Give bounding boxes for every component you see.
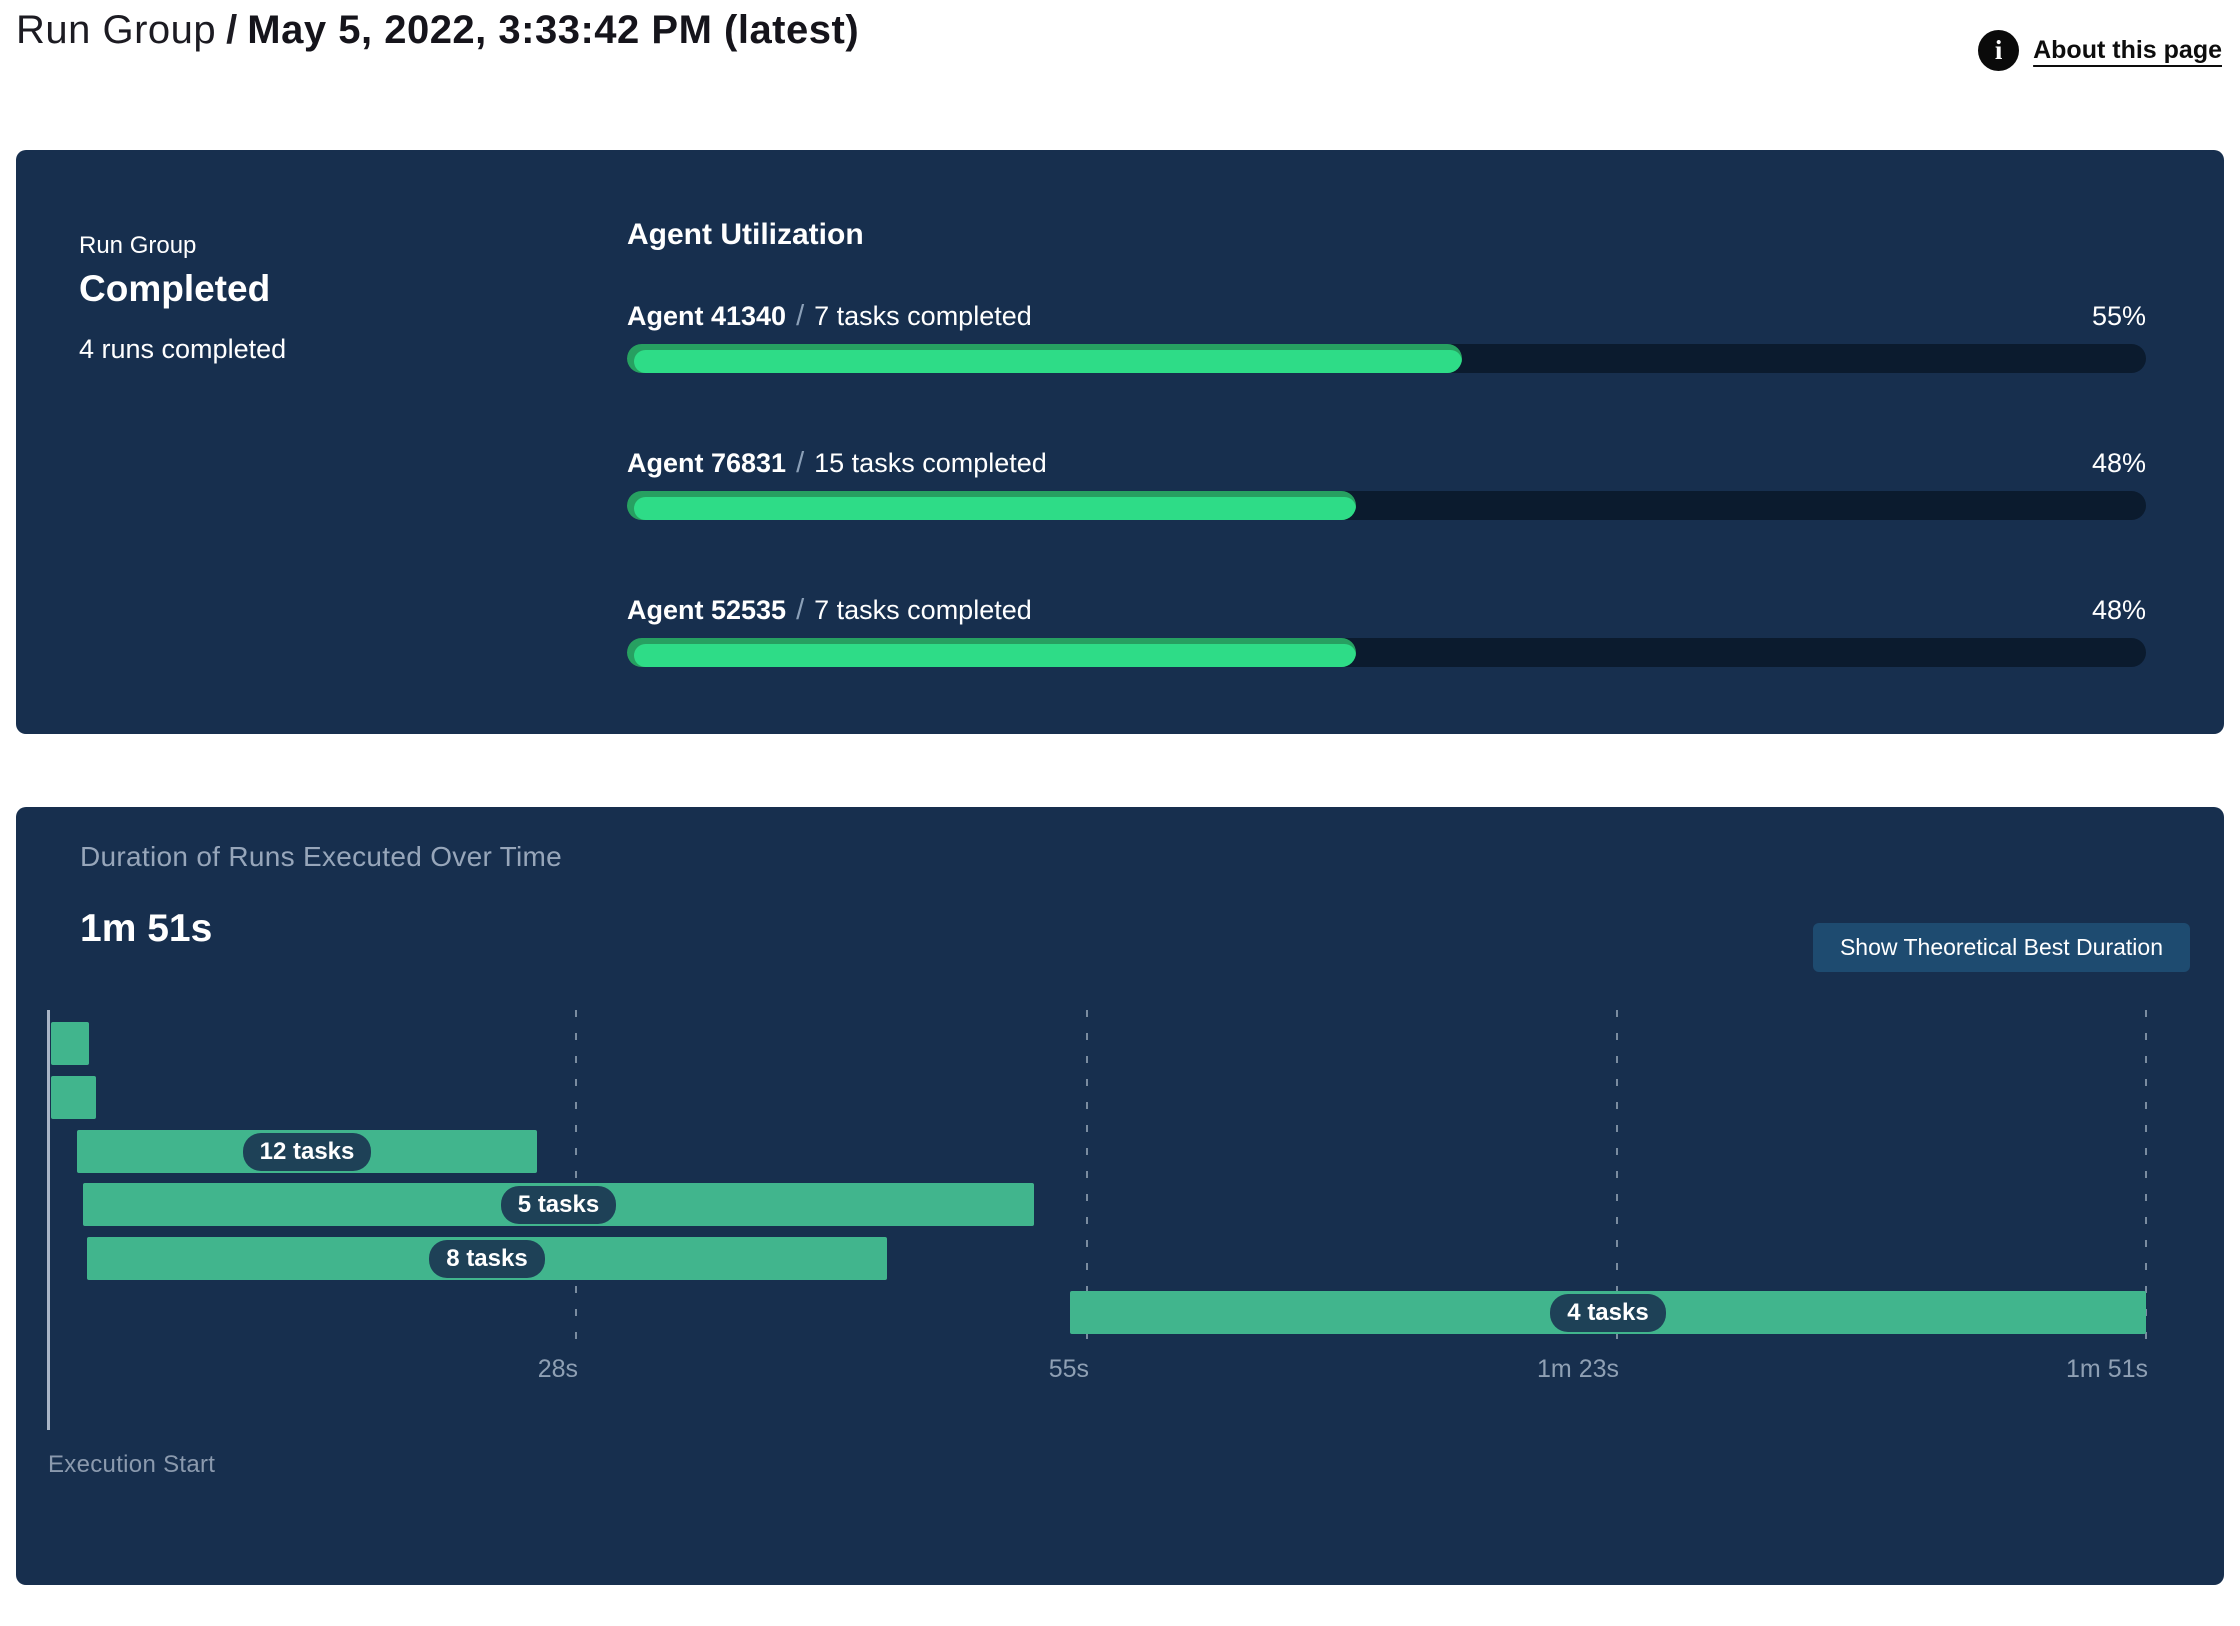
execution-start-label: Execution Start — [48, 1451, 216, 1478]
run-group-summary-panel: Run Group Completed 4 runs completed Age… — [16, 150, 2224, 734]
agent-separator: / — [796, 300, 805, 332]
runs-completed-count: 4 runs completed — [79, 334, 287, 364]
agent-utilization-row: Agent 41340 / 7 tasks completed 55% — [627, 300, 2146, 373]
duration-chart-title: Duration of Runs Executed Over Time — [80, 841, 563, 872]
agent-separator: / — [796, 447, 805, 479]
run-group-status: Completed — [79, 268, 271, 309]
utilization-bar-fill — [627, 491, 1357, 520]
run-duration-bar[interactable]: 12 tasks — [77, 1130, 537, 1173]
run-group-label: Run Group — [79, 232, 197, 259]
utilization-bar-track — [627, 491, 2146, 520]
run-duration-bar[interactable]: 5 tasks — [83, 1183, 1034, 1226]
execution-start-axis-line — [47, 1010, 50, 1430]
agent-tasks-completed: 7 tasks completed — [814, 301, 1032, 331]
agent-name: Agent 76831 — [627, 448, 787, 478]
utilization-bar-fill — [627, 344, 1463, 373]
agent-tasks-completed: 7 tasks completed — [814, 595, 1032, 625]
task-count-badge: 8 tasks — [429, 1239, 545, 1278]
about-link-label: About this page — [2033, 36, 2222, 64]
grid-line — [1616, 1010, 1618, 1354]
agent-name: Agent 41340 — [627, 301, 787, 331]
utilization-bar-track — [627, 344, 2146, 373]
task-count-badge: 4 tasks — [1550, 1293, 1666, 1332]
gantt-chart: Execution Start 28s 55s 1m 23s 1m 51s 12 tas… — [16, 807, 2224, 1585]
about-this-page-link[interactable]: i About this page — [1978, 30, 2222, 71]
breadcrumb-separator: / — [226, 8, 238, 52]
info-icon: i — [1978, 30, 2020, 71]
breadcrumb: Run Group / May 5, 2022, 3:33:42 PM (lates… — [16, 8, 859, 53]
agent-name: Agent 52535 — [627, 595, 787, 625]
agent-utilization-percent: 48% — [2091, 595, 2146, 625]
agent-utilization-heading: Agent Utilization — [627, 218, 864, 251]
total-duration-value: 1m 51s — [80, 907, 213, 950]
axis-tick-label: 55s — [1048, 1355, 1089, 1383]
page-title: May 5, 2022, 3:33:42 PM (latest) — [247, 8, 860, 52]
show-theoretical-best-duration-button[interactable]: Show Theoretical Best Duration — [1812, 923, 2190, 972]
duration-of-runs-panel: Duration of Runs Executed Over Time 1m 5… — [16, 807, 2224, 1585]
agent-utilization-percent: 55% — [2091, 301, 2146, 331]
run-duration-bar[interactable]: 8 tasks — [87, 1237, 887, 1280]
agent-tasks-completed: 15 tasks completed — [814, 448, 1047, 478]
agent-utilization-row: Agent 76831 / 15 tasks completed 48% — [627, 447, 2146, 520]
task-count-badge: 5 tasks — [500, 1185, 617, 1224]
page-header: Run Group / May 5, 2022, 3:33:42 PM (lates… — [16, 8, 2222, 98]
agent-utilization-row: Agent 52535 / 7 tasks completed 48% — [627, 594, 2146, 667]
axis-tick-label: 28s — [537, 1355, 578, 1383]
grid-line — [1086, 1010, 1088, 1354]
agent-separator: / — [796, 594, 805, 626]
agent-utilization-percent: 48% — [2091, 448, 2146, 478]
axis-tick-label: 1m 23s — [1537, 1355, 1619, 1383]
grid-line — [575, 1010, 577, 1354]
run-duration-bar[interactable] — [51, 1076, 96, 1119]
run-duration-bar[interactable]: 4 tasks — [1070, 1291, 2146, 1334]
utilization-bar-fill — [627, 638, 1357, 667]
breadcrumb-run-group[interactable]: Run Group — [16, 8, 217, 52]
task-count-badge: 12 tasks — [242, 1132, 372, 1171]
utilization-bar-track — [627, 638, 2146, 667]
grid-line — [2145, 1010, 2147, 1354]
run-duration-bar[interactable] — [51, 1022, 89, 1065]
axis-tick-label: 1m 51s — [2066, 1355, 2148, 1383]
